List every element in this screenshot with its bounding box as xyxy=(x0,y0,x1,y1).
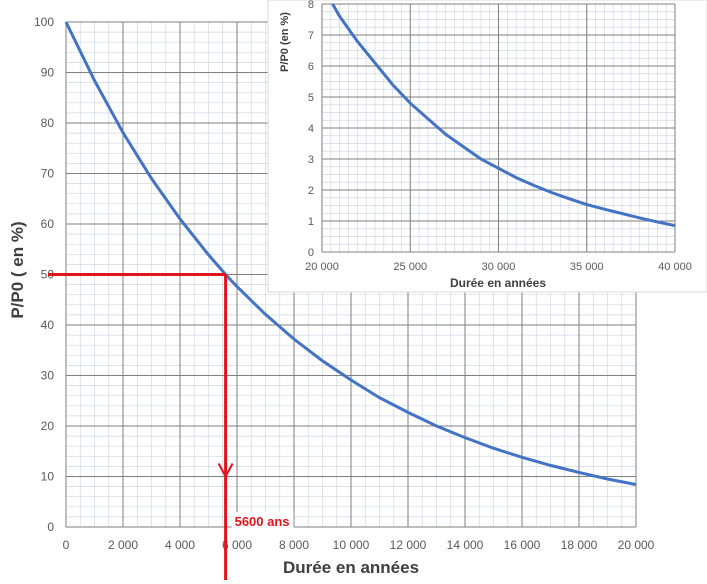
inset-y-tick-label: 3 xyxy=(308,154,314,166)
inset-y-tick-label: 1 xyxy=(308,216,314,228)
main-x-tick-label: 16 000 xyxy=(504,538,541,552)
inset-y-tick-label: 0 xyxy=(308,247,314,259)
inset-y-tick-label: 5 xyxy=(308,92,314,104)
main-y-tick-label: 40 xyxy=(41,318,55,332)
inset-chart: 0 1 2 3 4 5 6 7 8 20 000 25 000 30 000 35 000 40 000… xyxy=(267,0,707,293)
inset-x-tick-label: 20 000 xyxy=(305,261,339,273)
inset-y-tick-label: 2 xyxy=(308,185,314,197)
main-x-tick-label: 18 000 xyxy=(561,538,598,552)
main-y-tick-label: 0 xyxy=(47,520,54,534)
main-x-tick-label: 10 000 xyxy=(333,538,370,552)
inset-gridlines xyxy=(321,3,676,253)
main-x-tick-label: 12 000 xyxy=(390,538,427,552)
main-x-tick-label: 0 xyxy=(63,538,70,552)
main-y-tick-label: 30 xyxy=(41,369,55,383)
main-x-tick-label: 14 000 xyxy=(447,538,484,552)
inset-y-tick-label: 4 xyxy=(308,123,314,135)
inset-x-tick-label: 25 000 xyxy=(393,261,427,273)
main-x-axis-label: Durée en années xyxy=(283,558,419,577)
main-x-tick-labels: 0 2 000 4 000 6 000 8 000 10 000 12 000 14 000 1… xyxy=(63,538,655,552)
main-y-tick-label: 80 xyxy=(41,116,55,130)
inset-y-tick-label: 6 xyxy=(308,61,314,73)
main-y-tick-label: 60 xyxy=(41,217,55,231)
main-y-axis-label: P/P0 ( en %) xyxy=(8,221,27,318)
main-x-tick-label: 6 000 xyxy=(222,538,252,552)
inset-y-tick-label: 8 xyxy=(308,0,314,11)
main-y-tick-label: 50 xyxy=(41,268,55,282)
inset-y-tick-labels: 0 1 2 3 4 5 6 7 8 xyxy=(308,0,314,259)
main-y-tick-label: 20 xyxy=(41,419,55,433)
inset-y-tick-label: 7 xyxy=(308,30,314,42)
main-x-tick-label: 2 000 xyxy=(108,538,138,552)
main-y-tick-label: 100 xyxy=(34,15,54,29)
main-x-tick-label: 20 000 xyxy=(618,538,655,552)
inset-x-tick-label: 35 000 xyxy=(570,261,604,273)
half-life-label-background xyxy=(231,512,294,529)
inset-y-axis-label: P/P0 (en %) xyxy=(279,12,291,72)
main-x-tick-label: 4 000 xyxy=(165,538,195,552)
inset-x-axis-label: Durée en années xyxy=(450,276,546,290)
inset-series-line xyxy=(331,3,676,228)
inset-x-tick-labels: 20 000 25 000 30 000 35 000 40 000 xyxy=(305,261,692,273)
main-y-tick-label: 90 xyxy=(41,66,55,80)
main-x-tick-label: 8 000 xyxy=(279,538,309,552)
main-y-tick-label: 10 xyxy=(41,470,55,484)
half-life-label: 5600 ans xyxy=(235,514,290,529)
main-series-line xyxy=(64,21,637,487)
main-y-tick-labels: 0 10 20 30 40 50 60 70 80 90 100 xyxy=(34,15,54,534)
inset-background xyxy=(267,0,707,293)
half-life-arrowhead xyxy=(217,463,234,479)
main-y-tick-label: 70 xyxy=(41,167,55,181)
inset-x-tick-label: 40 000 xyxy=(658,261,692,273)
main-annotations: 5600 ans xyxy=(48,273,294,580)
inset-x-tick-label: 30 000 xyxy=(482,261,516,273)
